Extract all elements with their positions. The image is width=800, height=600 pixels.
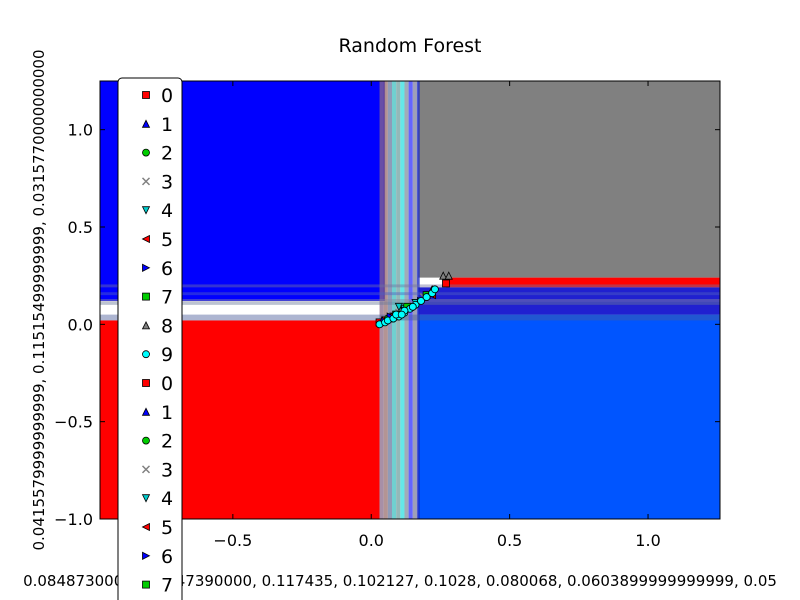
legend-label: 3	[161, 171, 173, 193]
region-class-1-5	[418, 287, 720, 315]
legend-marker-6	[142, 551, 151, 560]
legend-label: 0	[161, 85, 173, 107]
y-tick-label: −0.5	[54, 413, 93, 432]
legend-label: 9	[161, 344, 173, 366]
boundary-stripe-v	[408, 81, 413, 519]
point-class-9	[431, 285, 439, 294]
legend-label: 8	[161, 315, 173, 337]
point-class-8	[439, 271, 448, 280]
legend-marker-0	[142, 379, 150, 387]
boundary-stripe-v	[396, 81, 401, 519]
legend-marker-2	[142, 148, 150, 157]
legend-marker-7	[142, 292, 150, 301]
x-tick-label: 1.0	[635, 531, 660, 550]
point-class-8	[444, 271, 453, 280]
legend-marker-5	[141, 522, 150, 532]
x-axis-ticks: −0.5 0.0 0.5 1.0	[213, 81, 661, 550]
boundary-stripe-h	[100, 314, 720, 321]
legend-label: 1	[161, 402, 173, 424]
legend-marker-6	[142, 263, 151, 272]
x-tick-label: 0.0	[359, 531, 384, 550]
legend-marker-2	[142, 436, 150, 445]
point-class-9	[417, 297, 425, 305]
y-tick-label: −1.0	[54, 510, 93, 529]
legend-marker-8	[141, 321, 151, 330]
legend-label: 5	[161, 229, 173, 251]
legend-marker-9	[142, 350, 150, 359]
point-class-9	[408, 302, 417, 311]
point-class-9	[422, 293, 431, 301]
legend-marker-3	[141, 465, 151, 474]
y-tick-label: 1.0	[68, 121, 93, 140]
region-class-0-3	[445, 277, 720, 288]
legend-label: 0	[161, 373, 173, 395]
boundary-stripe-v	[392, 81, 397, 519]
boundary-stripe-h	[100, 284, 720, 288]
x-tick-label: 0.5	[497, 531, 522, 550]
legend-marker-1	[141, 119, 151, 128]
boundary-stripe-v	[383, 81, 388, 519]
legend-marker-7	[142, 580, 150, 589]
x-axis-label: 0.0848730000, 0.1047390000, 0.117435, 0.…	[23, 572, 777, 590]
legend: 0 1 2 3 4 5 6 7 8 9 0 1 2 3 4 5 6 7	[117, 77, 183, 600]
legend-box	[117, 77, 183, 600]
legend-label: 4	[161, 200, 173, 222]
legend-marker-4	[141, 494, 151, 503]
legend-marker-0	[142, 91, 150, 99]
legend-marker-3	[141, 177, 151, 186]
legend-label: 2	[161, 143, 173, 165]
legend-label: 5	[161, 517, 173, 539]
legend-label: 3	[161, 459, 173, 481]
legend-label: 6	[161, 258, 173, 280]
y-axis-ticks: −1.0 −0.5 0.0 0.5 1.0	[54, 121, 720, 529]
legend-label: 1	[161, 114, 173, 136]
legend-label: 4	[161, 488, 173, 510]
boundary-stripe-v	[387, 81, 393, 519]
boundary-stripe-h	[100, 292, 720, 296]
boundary-stripe-v	[379, 81, 384, 519]
legend-label: 7	[161, 575, 173, 597]
point-class-0	[442, 279, 450, 288]
y-tick-label: 0.0	[68, 315, 93, 334]
x-tick-label: −0.5	[213, 531, 252, 550]
legend-label: 2	[161, 431, 173, 453]
legend-label: 6	[161, 546, 173, 568]
legend-marker-5	[141, 234, 150, 244]
boundary-stripe-v	[404, 81, 409, 519]
region-class-4-4	[418, 314, 720, 519]
boundary-stripe-h	[100, 299, 720, 302]
legend-marker-4	[141, 206, 151, 215]
boundary-stripe-v	[400, 81, 405, 519]
point-class-9	[397, 310, 406, 319]
region-class-3-2	[418, 81, 720, 278]
scatter-points	[375, 271, 453, 329]
decision-regions	[100, 81, 720, 519]
legend-label: 7	[161, 287, 173, 309]
y-axis-label: 0.0415579999999999, 0.11515499999999, 0.…	[30, 49, 48, 550]
y-tick-label: 0.5	[68, 218, 93, 237]
legend-marker-1	[141, 407, 151, 416]
plot-frame	[99, 80, 721, 520]
chart-title: Random Forest	[338, 35, 481, 57]
